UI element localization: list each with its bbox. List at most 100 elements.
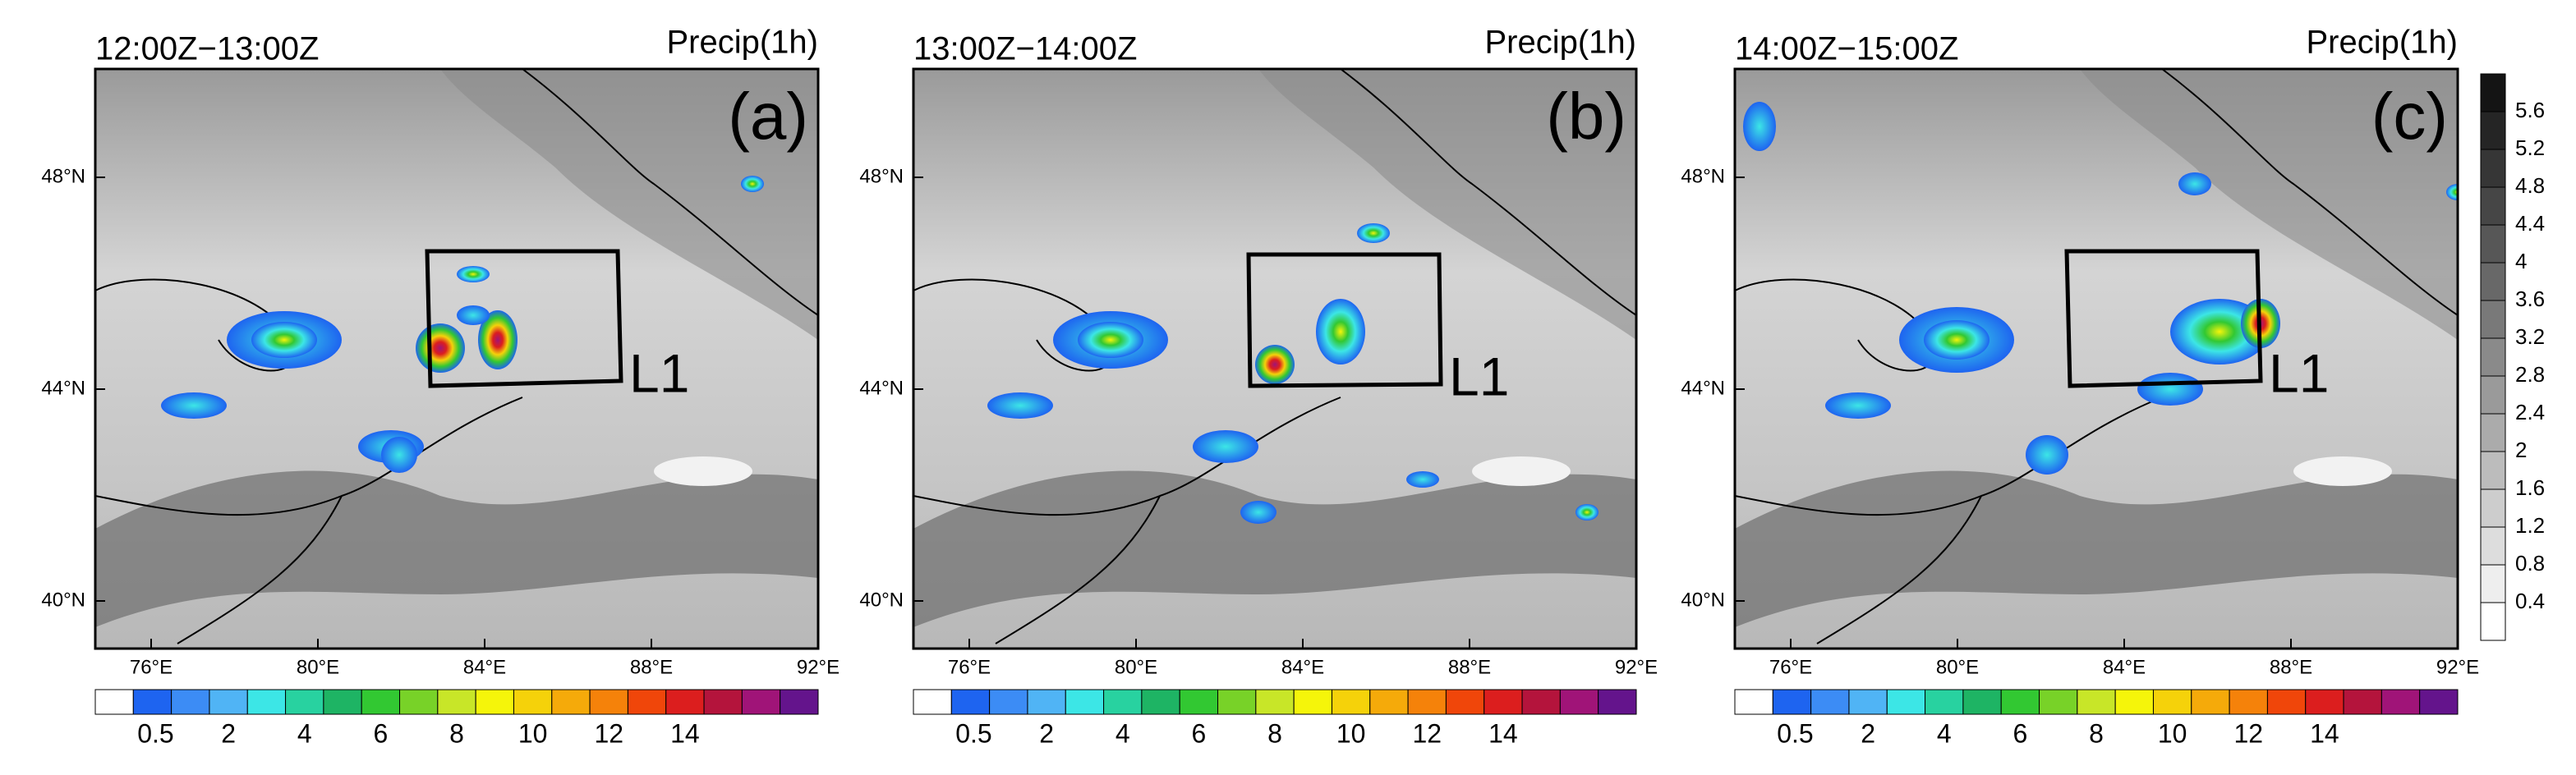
colorbar-swatch [551,689,591,715]
terrain-colorbar-swatch [2480,375,2506,415]
precip-cell [457,266,490,282]
lake [1472,456,1571,486]
colorbar-swatch [589,689,628,715]
precip-cell [987,392,1053,419]
lon-tick-label: 76°E [1769,656,1812,678]
lat-tick-label: 48°N [41,165,85,187]
colorbar-label: 10 [2158,718,2187,748]
map-frame [1733,67,2459,650]
terrain-colorbar-label: 4.4 [2515,211,2545,236]
lon-tick-label: 80°E [1936,656,1979,678]
colorbar-swatch [665,689,705,715]
panel-time: 12:00Z−13:00Z [95,31,319,67]
lon-tick-label: 92°E [2436,656,2479,678]
lake [2293,456,2392,486]
terrain-colorbar-label: 4 [2515,249,2527,273]
lon-tick-label: 84°E [463,656,506,678]
terrain-colorbar-swatch [2480,262,2506,301]
lon-tick-label: 76°E [948,656,991,678]
lon-tick-label: 84°E [1281,656,1324,678]
colorbar-label: 12 [1412,718,1442,748]
colorbar-swatch [2229,689,2268,715]
colorbar-swatch [780,689,819,715]
colorbar-swatch [209,689,248,715]
precip-cell [251,322,317,358]
precip-cell [2137,373,2203,406]
map-content [95,69,818,649]
colorbar-label: 12 [2233,718,2263,748]
panel-variable: Precip(1h) [2306,25,2458,61]
lat-tick-label: 44°N [1681,377,1725,399]
colorbar-swatch [361,689,401,715]
colorbar-swatch [1521,689,1561,715]
lat-tick-label: 40°N [1681,589,1725,611]
precip-cell [1078,322,1143,358]
colorbar-label: 8 [2089,718,2104,748]
colorbar-swatch [2191,689,2230,715]
precip-cell [1924,320,1990,360]
precip-cell [161,392,227,419]
colorbar-swatch [399,689,439,715]
precip-cell [478,310,518,369]
terrain-colorbar-swatch [2480,337,2506,377]
colorbar-swatch [627,689,667,715]
colorbar-swatch [1369,689,1409,715]
precip-cell [416,323,465,373]
colorbar-label: 0.5 [955,718,991,748]
colorbar-swatch [513,689,553,715]
terrain-colorbar-swatch [2480,111,2506,150]
colorbar-swatch [246,689,287,715]
terrain-colorbar-label: 2.8 [2515,362,2545,387]
lon-tick-label: 80°E [1115,656,1157,678]
colorbar-swatch [323,689,362,715]
colorbar-swatch [1331,689,1371,715]
terrain-colorbar-label: 5.6 [2515,98,2545,122]
terrain-colorbar-swatch [2480,488,2506,528]
terrain-colorbar-swatch [2480,451,2506,490]
terrain-colorbar-swatch [2480,186,2506,226]
colorbar-swatch [950,689,991,715]
colorbar-swatch [1255,689,1295,715]
lake [654,456,752,486]
colorbar-label: 6 [2012,718,2027,748]
colorbar-label: 14 [1488,718,1518,748]
colorbar-swatch [1886,689,1926,715]
colorbar-swatch [1293,689,1332,715]
colorbar-swatch [989,689,1028,715]
colorbar-swatch [1179,689,1219,715]
colorbar-swatch [1407,689,1447,715]
map-content [913,69,1636,649]
terrain-colorbar-swatch [2480,149,2506,188]
colorbar-swatch [2305,689,2344,715]
lon-tick-label: 88°E [2270,656,2312,678]
colorbar-swatch [1772,689,1812,715]
lon-tick-label: 92°E [797,656,840,678]
panel-variable: Precip(1h) [666,25,818,61]
colorbar-swatch [475,689,514,715]
map-frame [912,67,1638,650]
terrain-colorbar-swatch [2480,73,2506,112]
colorbar-swatch [1217,689,1257,715]
lon-tick-label: 88°E [630,656,673,678]
precip-cell [2178,172,2211,195]
precip-cell [1576,504,1598,520]
precip-cell [2026,435,2068,475]
colorbar-swatch [1734,689,1773,715]
precip-cell [457,305,490,325]
panel-label: (c) [2371,80,2448,153]
terrain-colorbar-swatch [2480,413,2506,452]
box-label: L1 [2269,342,2329,403]
colorbar-swatch [132,689,172,715]
mountains [1258,69,1636,340]
terrain-colorbar-label: 3.6 [2515,287,2545,311]
lat-tick-label: 48°N [1681,165,1725,187]
colorbar-swatch [285,689,324,715]
colorbar-swatch [2039,689,2078,715]
panel-label: (a) [728,80,808,153]
terrain-colorbar-label: 2 [2515,438,2527,462]
precip-cell [1357,223,1390,243]
colorbar-label: 6 [373,718,388,748]
colorbar-swatch [2000,689,2040,715]
colorbar-swatch [2152,689,2192,715]
lat-tick-label: 40°N [41,589,85,611]
